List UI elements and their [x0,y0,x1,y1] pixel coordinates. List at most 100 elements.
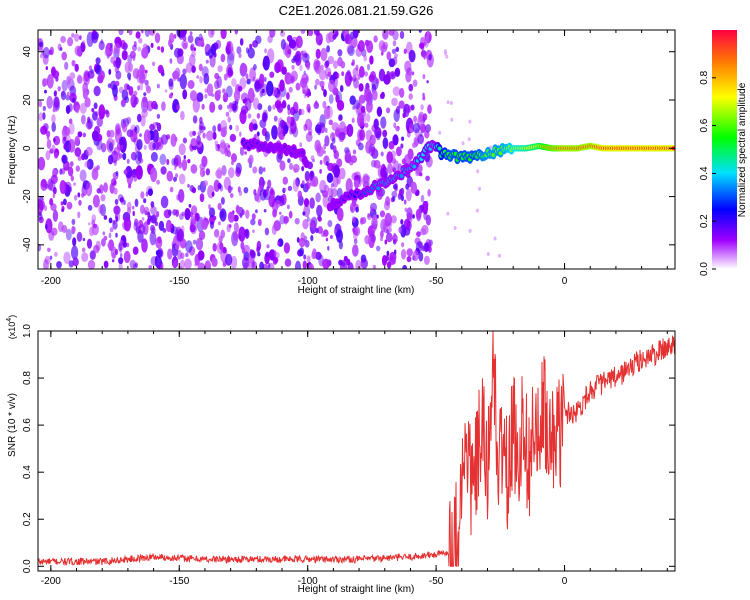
noise-speckle [401,242,405,248]
noise-speckle [300,232,305,241]
noise-speckle [412,122,421,134]
noise-speckle [156,113,161,119]
noise-speckle [380,91,385,99]
noise-speckle [182,89,188,100]
noise-speckle [300,50,304,56]
noise-speckle [115,70,122,80]
noise-speckle [63,251,71,264]
noise-speckle [362,173,370,188]
noise-speckle [333,60,338,69]
noise-speckle [251,261,256,268]
noise-speckle [365,113,371,123]
noise-speckle [54,251,58,257]
noise-speckle [217,65,223,73]
noise-speckle [365,100,373,113]
noise-speckle [154,32,161,44]
noise-speckle [336,207,344,222]
noise-speckle [364,235,371,245]
noise-speckle [81,114,86,125]
noise-speckle [352,244,359,257]
noise-speckle [156,211,160,218]
noise-speckle [326,172,334,183]
noise-speckle [427,189,431,197]
noise-speckle [171,158,176,166]
noise-speckle [468,119,472,124]
noise-speckle [398,226,402,234]
noise-speckle [65,228,72,241]
noise-speckle [120,39,126,50]
noise-speckle [225,253,233,266]
noise-speckle [262,167,266,172]
noise-speckle [214,229,220,238]
noise-speckle [135,31,141,39]
noise-speckle [386,51,392,61]
noise-speckle [226,223,231,233]
noise-speckle [425,175,430,181]
noise-speckle [113,205,120,215]
noise-speckle [190,164,198,174]
noise-speckle [315,227,319,234]
noise-speckle [93,224,97,229]
noise-speckle [211,191,215,197]
noise-speckle [400,219,404,225]
noise-speckle [239,38,244,46]
noise-speckle [232,231,239,241]
noise-speckle [354,171,361,182]
noise-speckle [197,40,203,47]
noise-speckle [71,218,76,225]
noise-speckle [302,260,307,269]
noise-speckle [478,186,481,191]
noise-speckle [178,173,186,185]
noise-speckle [160,195,169,209]
noise-speckle [328,79,336,92]
spectrogram-frame [37,29,676,270]
noise-speckle [267,105,272,112]
noise-speckle [60,90,67,101]
noise-speckle [42,112,46,120]
noise-speckle [61,79,68,92]
noise-speckle [392,134,399,146]
noise-speckle [417,134,425,145]
noise-speckle [306,255,311,263]
noise-speckle [47,224,51,230]
noise-speckle [115,124,121,136]
noise-speckle [358,83,364,92]
noise-speckle [220,30,227,40]
noise-speckle [467,137,471,142]
noise-speckle [123,169,128,175]
noise-speckle [397,126,400,130]
noise-speckle [92,194,100,208]
noise-speckle [326,45,330,53]
noise-speckle [82,237,86,242]
noise-speckle [89,250,96,260]
noise-speckle [331,137,336,144]
noise-speckle [338,131,346,141]
noise-speckle [77,74,82,84]
noise-speckle [408,121,413,129]
noise-speckle [279,30,286,37]
noise-speckle [359,217,364,225]
noise-speckle [350,155,357,164]
noise-speckle [336,175,341,185]
noise-speckle [386,151,394,164]
noise-speckle [72,237,77,247]
noise-speckle [178,189,185,203]
spectrogram-x-label: Height of straight line (km) [298,285,415,296]
noise-speckle [130,151,137,161]
noise-speckle [155,255,158,262]
noise-speckle [84,97,91,108]
noise-speckle [173,34,177,39]
noise-speckle [199,76,203,84]
noise-speckle [352,30,359,39]
noise-speckle [85,121,92,129]
noise-speckle [257,103,263,111]
noise-speckle [100,194,106,202]
noise-speckle [410,181,417,194]
noise-speckle [315,32,323,46]
noise-speckle [185,62,193,74]
noise-speckle [38,199,44,215]
noise-speckle [215,144,219,152]
noise-speckle [262,112,268,121]
noise-speckle [103,260,109,269]
noise-speckle [228,167,235,179]
